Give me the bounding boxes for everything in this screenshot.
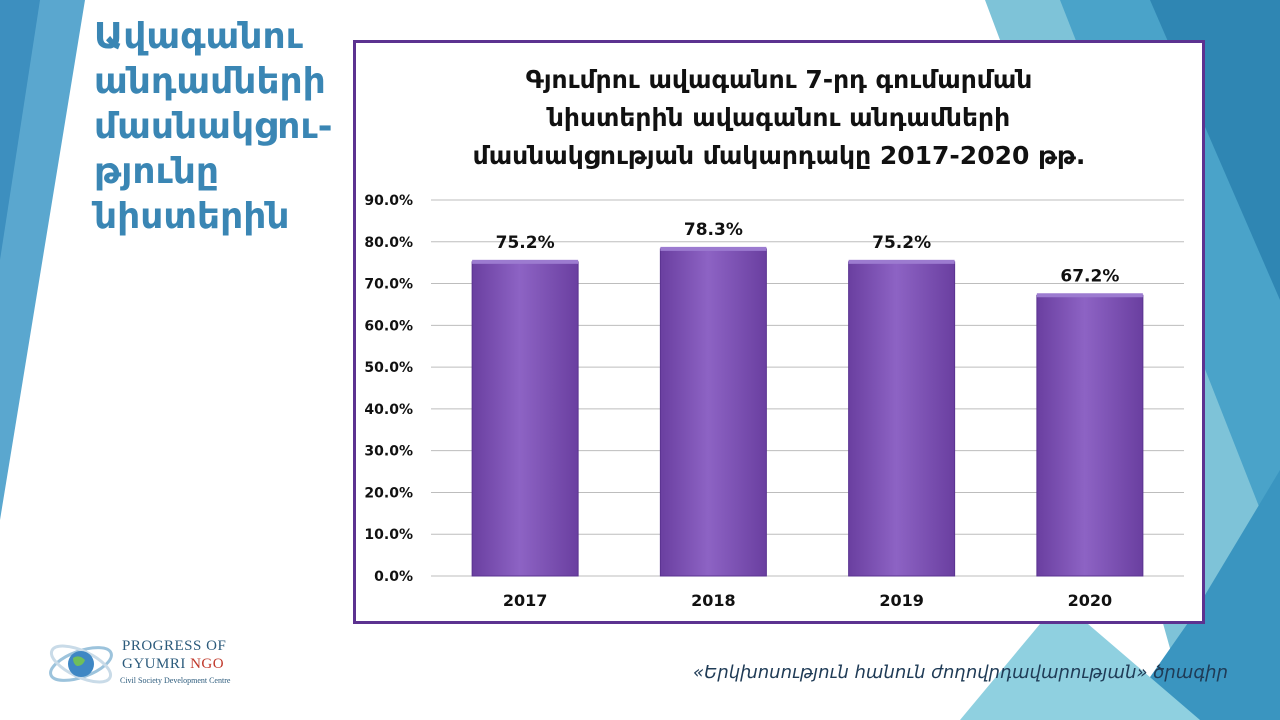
progress-of-gyumri-logo: PROGRESS OF GYUMRI NGO Civil Society Dev… bbox=[46, 636, 246, 692]
bar-top bbox=[1036, 293, 1143, 298]
data-label: 75.2% bbox=[872, 233, 931, 253]
y-tick-label: 90.0% bbox=[364, 193, 413, 209]
x-tick-label: 2017 bbox=[503, 591, 548, 610]
y-tick-label: 10.0% bbox=[364, 527, 413, 543]
slide-title: Ավագանու անդամների մասնակցու- թյունը նիս… bbox=[94, 16, 333, 237]
chart-frame: Գյումրու ավագանու 7-րդ գումարման նիստերի… bbox=[353, 40, 1205, 624]
y-tick-label: 70.0% bbox=[364, 277, 413, 293]
logo-text-line1: PROGRESS OF bbox=[122, 638, 227, 654]
data-label: 67.2% bbox=[1060, 266, 1119, 286]
chart-title: Գյումրու ավագանու 7-րդ գումարման նիստերի… bbox=[472, 65, 1086, 170]
bar-top bbox=[472, 259, 579, 264]
bar-2018 bbox=[659, 248, 767, 577]
data-label: 75.2% bbox=[496, 233, 555, 253]
y-tick-label: 20.0% bbox=[364, 485, 413, 501]
logo-subtitle: Civil Society Development Centre bbox=[120, 676, 231, 685]
y-tick-label: 0.0% bbox=[374, 569, 413, 585]
bar-top bbox=[848, 259, 955, 264]
globe-logo-icon bbox=[49, 644, 113, 684]
data-label: 78.3% bbox=[684, 220, 743, 240]
x-tick-label: 2020 bbox=[1068, 591, 1113, 610]
bar-chart: 0.0% 10.0% 20.0% 30.0% 40.0% 50.0% 60.0% 70.0% 8… bbox=[364, 193, 1184, 610]
x-tick-label: 2019 bbox=[879, 591, 924, 610]
bar-2020 bbox=[1036, 294, 1144, 577]
program-footer: «Երկխոսություն հանուն ժողովրդավարության»… bbox=[693, 662, 1228, 683]
bar-top bbox=[660, 246, 767, 251]
y-tick-label: 80.0% bbox=[364, 235, 413, 251]
y-tick-label: 30.0% bbox=[364, 444, 413, 460]
logo-text-line2: GYUMRI NGO bbox=[122, 656, 225, 672]
y-tick-label: 40.0% bbox=[364, 402, 413, 418]
bar-2017 bbox=[471, 261, 579, 577]
bar-2019 bbox=[848, 261, 956, 577]
x-tick-label: 2018 bbox=[691, 591, 736, 610]
y-tick-label: 50.0% bbox=[364, 360, 413, 376]
y-tick-label: 60.0% bbox=[364, 318, 413, 334]
